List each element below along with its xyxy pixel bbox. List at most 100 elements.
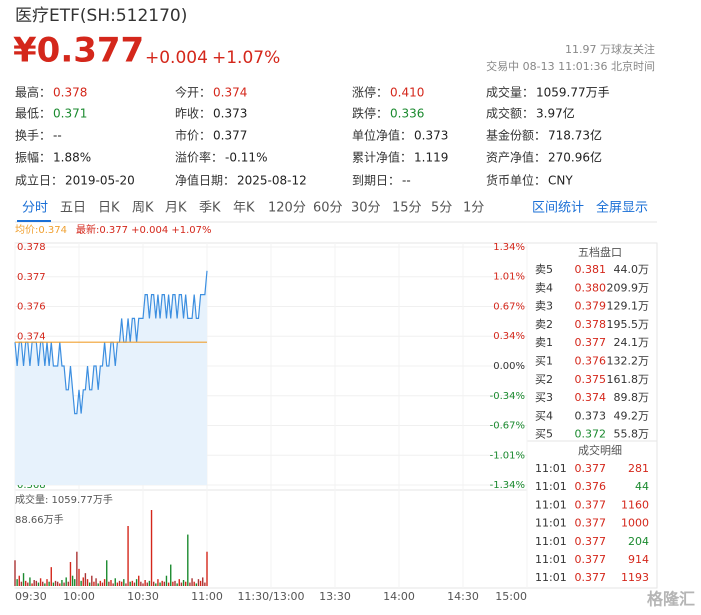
volume-bar <box>150 510 153 586</box>
stat-value: -- <box>53 129 62 143</box>
period-tab[interactable]: 60分 <box>313 201 343 216</box>
volume-bar <box>138 575 140 586</box>
trade-price: 0.377 <box>575 498 607 511</box>
volume-bar <box>135 579 138 586</box>
trade-time: 11:01 <box>535 571 567 584</box>
book-label: 买1 <box>535 355 553 368</box>
stat-value: 0.373 <box>213 107 247 121</box>
period-tab[interactable]: 分时 <box>22 201 48 216</box>
book-label: 卖2 <box>535 318 553 331</box>
volume-bar <box>46 579 48 586</box>
book-label: 卖1 <box>535 336 553 349</box>
stat-label: 货币单位： <box>486 173 546 188</box>
volume-bar <box>93 581 95 586</box>
trades-title: 成交明细 <box>578 443 622 457</box>
volume-bar <box>97 583 99 586</box>
volume-bar <box>133 582 136 586</box>
period-tab[interactable]: 日K <box>98 201 120 216</box>
period-tab[interactable]: 年K <box>233 201 255 216</box>
volume-bar <box>56 581 59 586</box>
volume-bar <box>120 581 123 586</box>
book-volume: 49.2万 <box>614 409 650 422</box>
y2-tick-label: 0.00% <box>493 361 525 372</box>
volume-bar <box>178 579 180 586</box>
book-volume: 89.8万 <box>614 391 650 404</box>
stat-value: -0.11% <box>225 151 267 165</box>
trade-volume: 1000 <box>621 517 649 530</box>
y-tick-label: 0.374 <box>17 331 46 342</box>
trade-time: 11:01 <box>535 517 567 530</box>
volume-bar <box>69 561 72 586</box>
period-tab[interactable]: 五日 <box>60 201 86 216</box>
stat-value: 270.96亿 <box>548 150 602 165</box>
trade-price: 0.376 <box>575 480 607 493</box>
y2-tick-label: 0.67% <box>493 302 525 313</box>
book-volume: 129.1万 <box>607 300 650 313</box>
stat-value: 0.410 <box>390 86 424 100</box>
book-price: 0.377 <box>575 336 607 349</box>
book-label: 买2 <box>535 373 553 386</box>
volume-bar <box>159 582 161 586</box>
tool-link[interactable]: 全屏显示 <box>596 200 648 216</box>
volume-bar <box>172 581 174 586</box>
trade-time: 11:01 <box>535 498 567 511</box>
volume-bar <box>187 534 189 586</box>
stat-value: 1059.77万手 <box>536 86 610 100</box>
stat-value: 0.378 <box>53 86 87 100</box>
book-volume: 55.8万 <box>614 428 650 441</box>
stat-label: 累计净值： <box>352 150 412 165</box>
volume-bar <box>33 579 35 586</box>
volume-bar <box>165 575 168 586</box>
book-label: 卖4 <box>535 281 553 294</box>
period-tab[interactable]: 15分 <box>392 201 422 216</box>
trade-price: 0.377 <box>575 462 607 475</box>
trade-time: 11:01 <box>535 553 567 566</box>
volume-bar <box>31 583 33 586</box>
volume-bar <box>206 551 208 586</box>
volume-bar <box>114 578 116 586</box>
volume-bar <box>144 579 146 586</box>
stat-value: 3.97亿 <box>536 106 575 121</box>
stat-label: 昨收： <box>175 107 211 121</box>
stat-label: 成交额： <box>486 106 534 121</box>
volume-bar <box>118 580 121 586</box>
book-volume: 44.0万 <box>614 263 650 276</box>
volume-bar <box>67 581 70 586</box>
period-tab[interactable]: 季K <box>199 201 221 216</box>
period-tab[interactable]: 5分 <box>431 201 452 216</box>
stat-value: 2019-05-20 <box>65 174 135 188</box>
book-price: 0.380 <box>575 281 607 294</box>
book-volume: 209.9万 <box>607 281 650 294</box>
volume-bar <box>129 581 131 586</box>
x-tick-label: 11:00 <box>191 590 223 603</box>
avg-legend: 均价:0.374 <box>15 224 67 236</box>
stat-label: 溢价率： <box>175 150 223 165</box>
y2-tick-label: 1.34% <box>493 242 525 253</box>
volume-bar <box>91 575 93 586</box>
x-tick-label: 15:00 <box>495 590 527 603</box>
stat-value: 0.374 <box>213 86 247 100</box>
period-tab[interactable]: 30分 <box>351 201 381 216</box>
volume-bar <box>99 580 102 586</box>
x-tick-label: 10:30 <box>127 590 159 603</box>
volume-bar <box>123 579 125 586</box>
trade-volume: 281 <box>628 462 649 475</box>
volume-bar <box>191 578 193 586</box>
volume-bar <box>24 580 27 586</box>
period-tab[interactable]: 月K <box>165 201 187 216</box>
status: 交易中 08-13 11:01:36 北京时间 <box>486 59 655 73</box>
period-tab[interactable]: 120分 <box>268 201 306 216</box>
stat-value: 1.88% <box>53 151 91 165</box>
volume-bar <box>35 580 38 586</box>
period-tab[interactable]: 周K <box>132 201 154 216</box>
followers: 11.97 万球友关注 <box>565 42 655 56</box>
period-tab[interactable]: 1分 <box>463 201 484 216</box>
stat-label: 跌停： <box>352 106 388 121</box>
trade-volume: 914 <box>628 553 649 566</box>
x-tick-label: 09:30 <box>15 590 47 603</box>
stat-value: 0.336 <box>390 107 424 121</box>
book-label: 卖3 <box>535 300 553 313</box>
volume-bar <box>74 579 76 586</box>
stat-label: 成立日： <box>15 173 63 188</box>
tool-link[interactable]: 区间统计 <box>532 201 584 216</box>
